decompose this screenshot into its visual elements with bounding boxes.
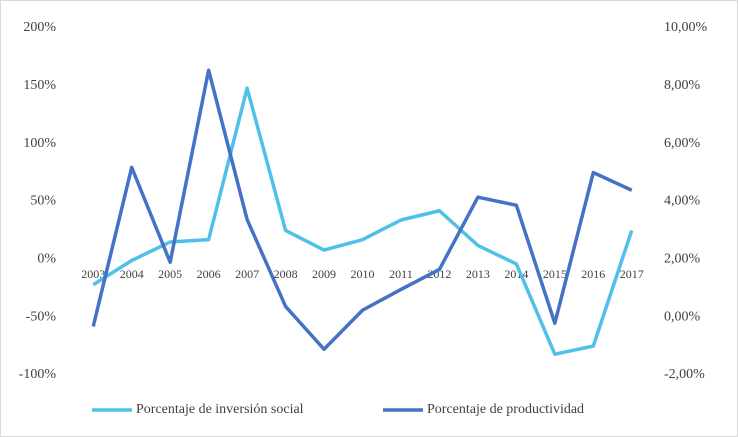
- x-tick-label: 2010: [351, 267, 375, 281]
- x-tick-label: 2012: [427, 267, 451, 281]
- y-tick-label: -50%: [26, 309, 57, 324]
- y-tick-label: -100%: [19, 367, 57, 382]
- series-line: [92, 86, 634, 356]
- x-tick-label: 2009: [312, 267, 336, 281]
- y2-tick-label: -2,00%: [664, 367, 705, 382]
- y-tick-label: 200%: [23, 20, 56, 35]
- y2-tick-label: 4,00%: [664, 194, 701, 209]
- y-tick-label: 50%: [30, 194, 56, 209]
- x-tick-label: 2011: [389, 267, 413, 281]
- y2-tick-label: 8,00%: [664, 78, 701, 93]
- series-line: [91, 68, 633, 352]
- x-tick-label: 2007: [235, 267, 259, 281]
- y-tick-label: 100%: [23, 136, 56, 151]
- x-tick-label: 2014: [504, 267, 528, 281]
- y2-tick-label: 10,00%: [664, 20, 708, 35]
- y2-tick-label: 0,00%: [664, 309, 701, 324]
- legend-label: Porcentaje de productividad: [427, 402, 584, 417]
- y-tick-label: 0%: [37, 252, 56, 267]
- x-tick-label: 2017: [620, 267, 644, 281]
- x-tick-label: 2005: [158, 267, 182, 281]
- y2-tick-label: 6,00%: [664, 136, 701, 151]
- x-tick-label: 2016: [581, 267, 605, 281]
- x-tick-label: 2003: [81, 267, 105, 281]
- legend-label: Porcentaje de inversión social: [136, 402, 304, 417]
- x-tick-label: 2004: [120, 267, 144, 281]
- x-tick-label: 2006: [197, 267, 221, 281]
- x-tick-label: 2015: [543, 267, 567, 281]
- y-tick-label: 150%: [23, 78, 56, 93]
- x-tick-label: 2013: [466, 267, 490, 281]
- x-tick-label: 2008: [274, 267, 298, 281]
- y2-tick-label: 2,00%: [664, 252, 701, 267]
